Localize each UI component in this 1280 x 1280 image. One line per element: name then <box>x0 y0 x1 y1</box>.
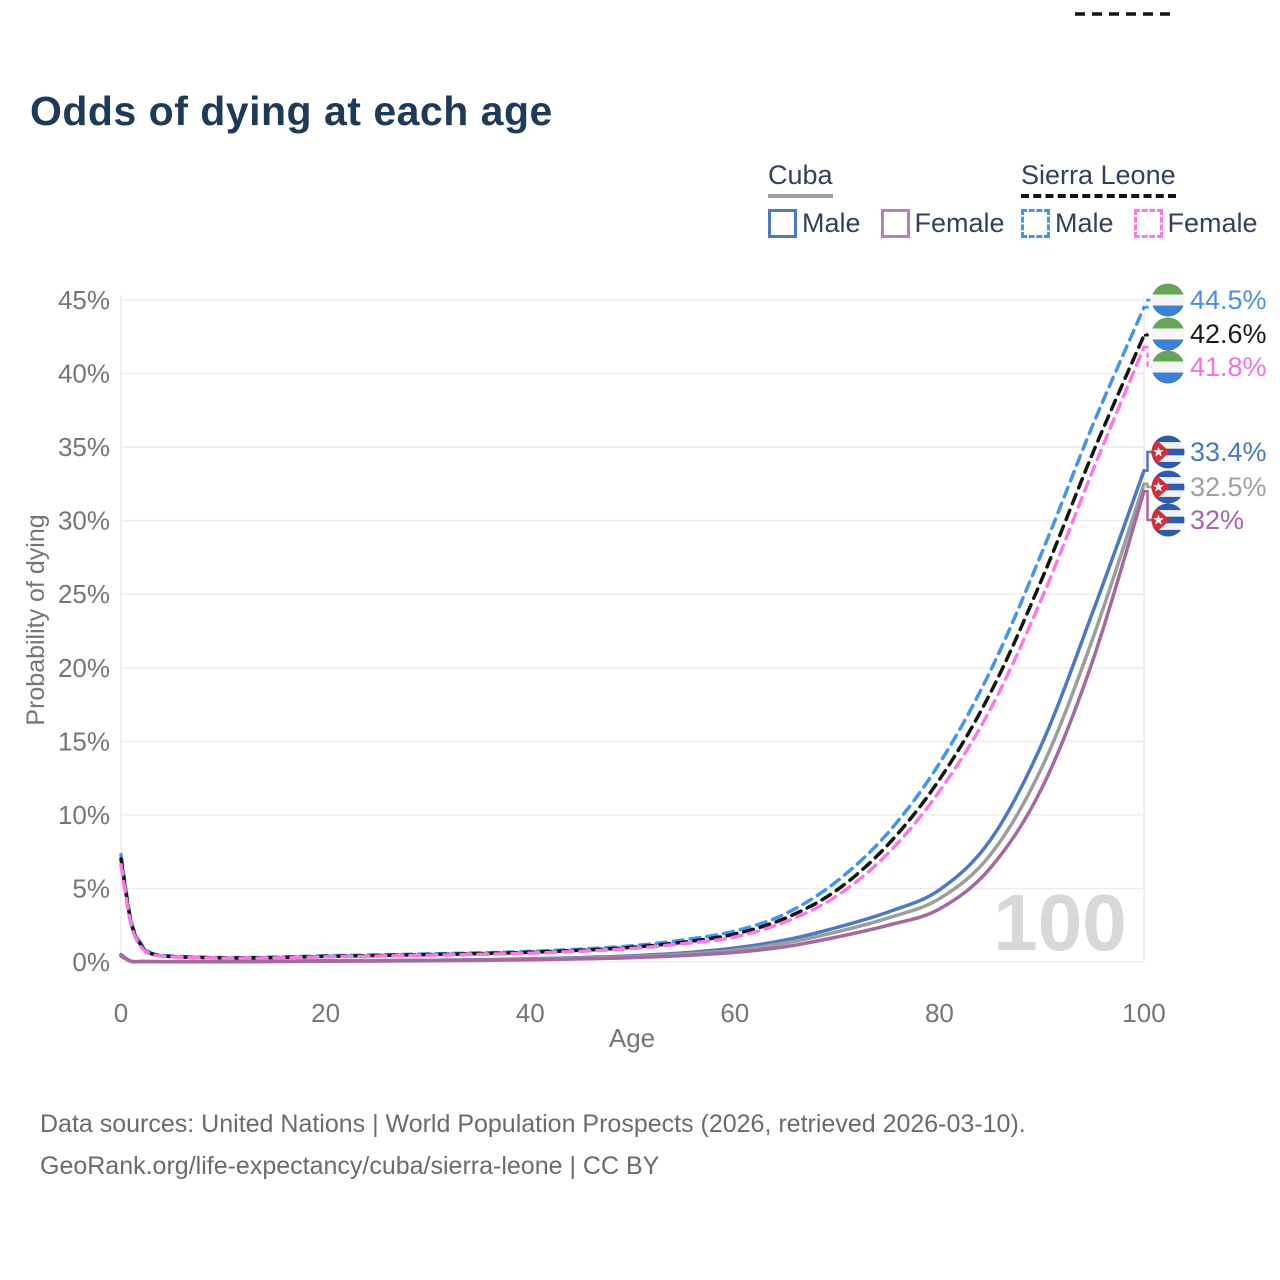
flag-star <box>1153 446 1164 457</box>
flag-stripe <box>1151 294 1185 306</box>
end-connector-cuba-female <box>1144 489 1152 522</box>
end-connector-cuba-all <box>1144 482 1152 489</box>
sierra-leone-flag-icon <box>1151 350 1185 384</box>
end-connector-sl-female <box>1144 345 1152 369</box>
legend-label-cuba-female[interactable]: Female <box>914 208 1005 238</box>
legend-swatch-sierra-leone-female[interactable] <box>1133 209 1163 238</box>
flag-stripe <box>1151 339 1185 351</box>
curve-cuba-female[interactable] <box>119 489 1146 964</box>
y-tick-label: 30% <box>58 506 110 536</box>
x-tick-label: 0 <box>114 998 128 1028</box>
flag-stripe <box>1151 442 1185 450</box>
y-tick-label: 20% <box>58 653 110 683</box>
flag-star <box>1153 514 1164 525</box>
flag-stripe <box>1151 283 1185 295</box>
curve-cuba-all[interactable] <box>119 482 1146 964</box>
flag-stripe <box>1151 496 1185 504</box>
end-label-cuba-male: 33.4% <box>1190 437 1267 467</box>
end-label-cuba-all: 32.5% <box>1190 472 1267 502</box>
end-label-sl-female: 41.8% <box>1190 352 1267 382</box>
x-tick-label: 80 <box>925 998 954 1028</box>
flag-stripe <box>1151 510 1185 518</box>
y-tick-label: 45% <box>58 285 110 315</box>
sierra-leone-flag-icon <box>1151 283 1185 317</box>
flag-stripe <box>1151 372 1185 384</box>
flag-stripe <box>1151 461 1185 469</box>
y-tick-label: 25% <box>58 579 110 609</box>
end-label-sl-male: 44.5% <box>1190 285 1267 315</box>
legend-label-cuba-male[interactable]: Male <box>802 208 861 238</box>
cuba-flag-icon <box>1151 435 1185 469</box>
curves <box>119 305 1146 964</box>
legend-group-sierra-leone: Sierra Leone Male Female <box>1021 160 1278 239</box>
flag-stripe <box>1151 328 1185 340</box>
cuba-flag-icon <box>1151 503 1185 537</box>
x-axis-title: Age <box>609 1023 655 1053</box>
flag-stripe <box>1151 455 1185 463</box>
end-label-cuba-female: 32% <box>1190 505 1244 535</box>
flag-stripe <box>1151 361 1185 373</box>
end-label-sl-all: 42.6% <box>1190 319 1267 349</box>
end-connector-sl-all <box>1144 332 1152 337</box>
curve-sl-female[interactable] <box>119 345 1146 960</box>
legend-label-sierra-leone-female[interactable]: Female <box>1167 208 1258 238</box>
end-connector-sl-male <box>1144 298 1152 309</box>
flag-star <box>1153 481 1164 492</box>
flag-stripe <box>1151 435 1185 443</box>
x-tick-label: 40 <box>516 998 545 1028</box>
x-tick-label: 60 <box>720 998 749 1028</box>
legend-swatch-cuba-female[interactable] <box>880 209 910 238</box>
age-watermark: 100 <box>993 878 1126 967</box>
page-title: Odds of dying at each age <box>30 88 553 134</box>
flag-stripe <box>1151 317 1185 329</box>
y-tick-label: 5% <box>72 873 110 903</box>
x-tick-label: 20 <box>311 998 340 1028</box>
gridlines <box>120 295 1145 963</box>
curve-sl-all[interactable] <box>119 333 1146 960</box>
flag-stripe <box>1151 477 1185 485</box>
y-tick-label: 10% <box>58 800 110 830</box>
footer-sources-line: Data sources: United Nations | World Pop… <box>40 1110 1026 1138</box>
flag-stripe <box>1151 529 1185 537</box>
y-axis-title: Probability of dying <box>22 514 50 725</box>
flag-stripe <box>1151 490 1185 498</box>
y-tick-label: 15% <box>58 726 110 756</box>
y-tick-label: 35% <box>58 432 110 462</box>
end-connector-cuba-male <box>1144 450 1152 472</box>
legend-header-sierra-leone[interactable]: Sierra Leone <box>1021 160 1176 198</box>
sierra-leone-flag-icon <box>1151 317 1185 351</box>
legend-swatch-sierra-leone-male[interactable] <box>1021 209 1050 238</box>
flag-stripe <box>1151 350 1185 362</box>
legend-label-sierra-leone-male[interactable]: Male <box>1055 208 1114 238</box>
end-annotations: 33.4% 32.5%32% 44.5% 42.6%41.8% <box>1144 283 1267 537</box>
x-tick-label: 100 <box>1122 998 1165 1028</box>
footer-attribution-line: GeoRank.org/life-expectancy/cuba/sierra-… <box>40 1152 660 1180</box>
cuba-flag-icon <box>1151 470 1185 504</box>
axis-ticks: 0% 5% 10% 15% 20% 25% 30% 35% 40% 45% 0 20 40 60 80 100 <box>58 285 1166 1028</box>
legend-header-cuba[interactable]: Cuba <box>768 160 833 198</box>
curve-sl-male[interactable] <box>119 305 1146 960</box>
legend-swatch-cuba-male[interactable] <box>768 209 797 238</box>
footer: Data sources: United Nations | World Pop… <box>40 1103 1026 1187</box>
flag-stripe <box>1151 470 1185 478</box>
legend-group-cuba: Cuba Male Female <box>768 160 1025 239</box>
flag-stripe <box>1151 503 1185 511</box>
y-tick-label: 40% <box>58 359 110 389</box>
y-tick-label: 0% <box>72 947 110 977</box>
flag-stripe <box>1151 305 1185 317</box>
flag-stripe <box>1151 523 1185 531</box>
